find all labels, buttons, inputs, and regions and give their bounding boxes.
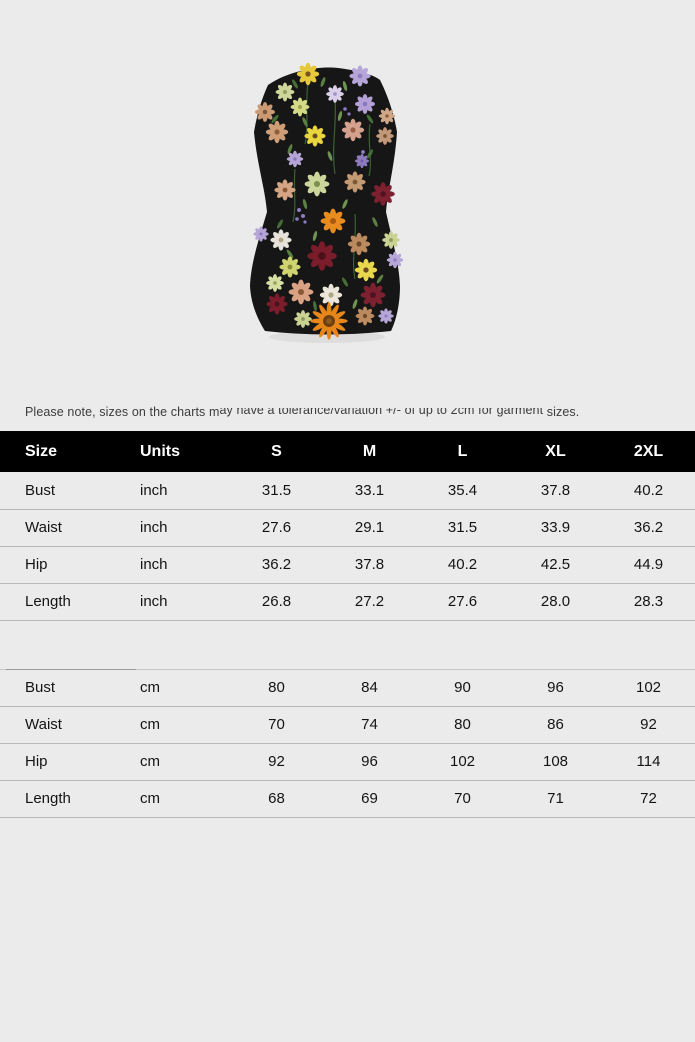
size-value: 44.9 [602,546,695,584]
size-value: 84 [323,669,416,707]
size-value: 108 [509,743,602,781]
size-value: 102 [416,743,509,781]
size-value: 74 [323,706,416,744]
size-note-suffix: sizes. [543,405,580,419]
size-value: 69 [323,780,416,818]
size-value: 70 [416,780,509,818]
row-unit: inch [115,509,230,547]
size-value: 27.6 [230,509,323,547]
size-value: 33.1 [323,472,416,510]
size-row: Length cm 68 69 70 71 72 [0,780,695,818]
size-value: 28.3 [602,583,695,621]
size-value: 31.5 [230,472,323,510]
size-value: 96 [509,669,602,707]
column-header-l: L [457,442,468,460]
column-header-units: Units [140,442,180,460]
size-value: 86 [509,706,602,744]
row-unit: cm [115,706,230,744]
size-value: 72 [602,780,695,818]
size-note-prefix: Please note, sizes on the charts m [25,405,220,419]
size-value: 70 [230,706,323,744]
size-value: 37.8 [509,472,602,510]
size-value: 80 [230,669,323,707]
size-chart-table: Size Units S M L XL 2XL Bust inch 31.5 33.1… [0,431,695,818]
size-row: Waist inch 27.6 29.1 31.5 33.9 36.2 [0,509,695,547]
size-chart-body: Bust inch 31.5 33.1 35.4 37.8 40.2 Waist inch 27.… [0,472,695,818]
size-value: 28.0 [509,583,602,621]
size-value: 96 [323,743,416,781]
size-chart-header-row: Size Units S M L XL 2XL [0,431,695,472]
row-label: Hip [0,743,115,781]
row-unit: inch [115,472,230,510]
size-value: 92 [602,706,695,744]
size-row: Hip cm 92 96 102 108 114 [0,743,695,781]
size-row: Bust inch 31.5 33.1 35.4 37.8 40.2 [0,472,695,510]
row-unit: inch [115,546,230,584]
row-unit: inch [115,583,230,621]
column-header-xl: XL [545,442,566,460]
column-header-m: M [362,442,377,460]
size-value: 26.8 [230,583,323,621]
size-value: 27.6 [416,583,509,621]
size-value: 35.4 [416,472,509,510]
size-value: 36.2 [602,509,695,547]
size-value: 92 [230,743,323,781]
product-image[interactable] [245,62,405,355]
size-value: 37.8 [323,546,416,584]
size-value: 27.2 [323,583,416,621]
spacer-row [0,620,695,670]
size-note-clipped: ay have a tolerance/variation +/- of up … [219,408,544,417]
size-row: Length inch 26.8 27.2 27.6 28.0 28.3 [0,583,695,621]
row-unit: cm [115,780,230,818]
row-label: Bust [0,669,115,707]
row-label: Bust [0,472,115,510]
row-unit: cm [115,669,230,707]
size-value: 42.5 [509,546,602,584]
size-value: 40.2 [416,546,509,584]
column-header-s: S [271,442,282,460]
row-label: Length [0,780,115,818]
spacer-cell [0,620,695,670]
size-value: 68 [230,780,323,818]
row-label: Hip [0,546,115,584]
size-value: 71 [509,780,602,818]
size-value: 36.2 [230,546,323,584]
size-row: Hip inch 36.2 37.8 40.2 42.5 44.9 [0,546,695,584]
column-header-2xl: 2XL [633,442,664,460]
size-value: 90 [416,669,509,707]
size-row: Bust cm 80 84 90 96 102 [0,669,695,707]
floral-dress-illustration [250,62,404,343]
size-value: 29.1 [323,509,416,547]
size-value: 114 [602,743,695,781]
row-label: Waist [0,706,115,744]
size-value: 40.2 [602,472,695,510]
size-value: 33.9 [509,509,602,547]
row-unit: cm [115,743,230,781]
column-header-size: Size [25,442,58,460]
row-label: Waist [0,509,115,547]
size-note: Please note, sizes on the charts m ay hav… [25,405,675,419]
row-label: Length [0,583,115,621]
size-value: 102 [602,669,695,707]
size-value: 80 [416,706,509,744]
size-value: 31.5 [416,509,509,547]
size-row: Waist cm 70 74 80 86 92 [0,706,695,744]
